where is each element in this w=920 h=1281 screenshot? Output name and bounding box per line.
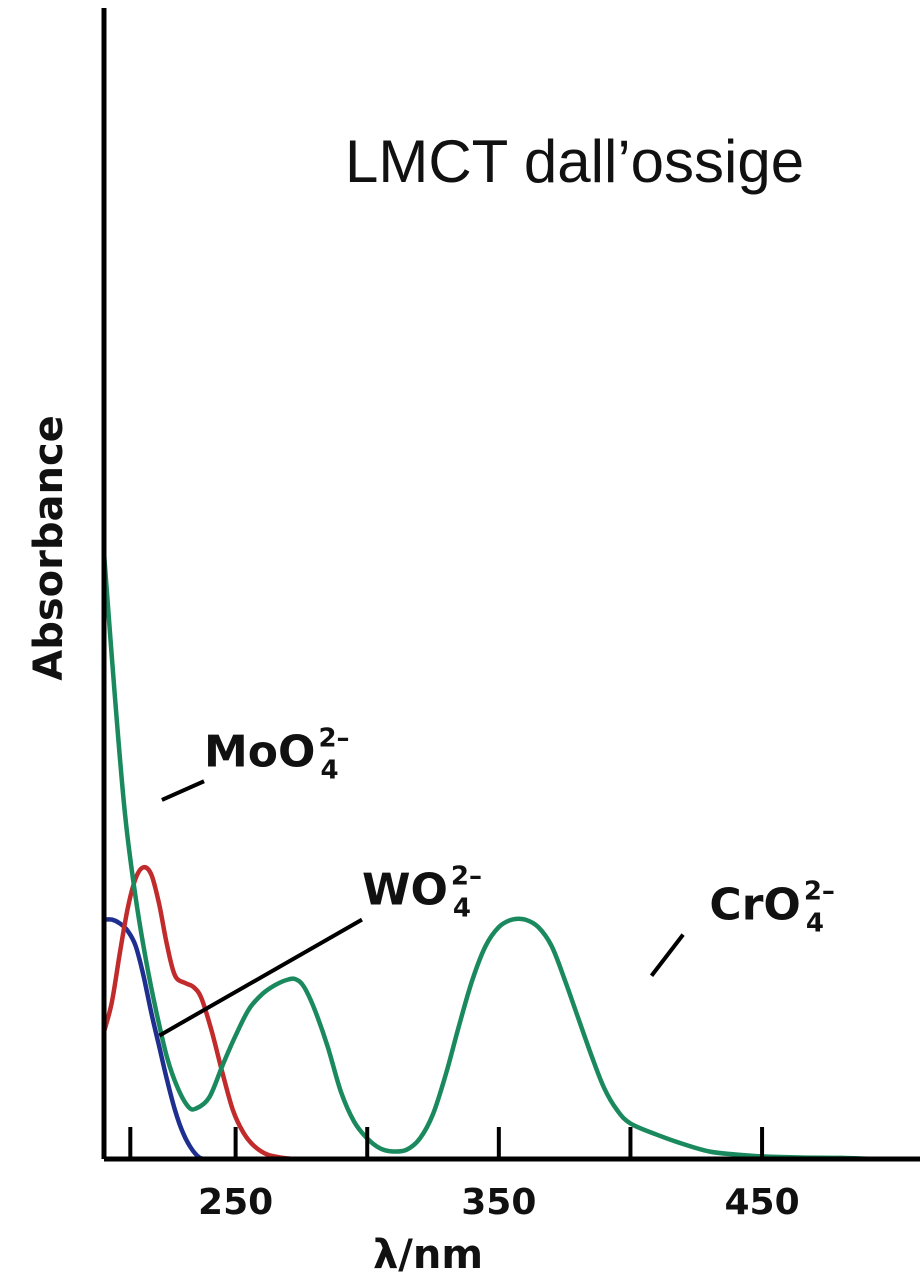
series-line-moo: [101, 864, 296, 1162]
series-leader-lines: [158, 779, 685, 1038]
series-line-cro: [101, 550, 920, 1162]
series-label-cro: CrO 2–4: [709, 877, 835, 939]
svg-text:4: 4: [806, 909, 824, 939]
x-axis-ticks: [128, 1127, 765, 1161]
svg-text:CrO: CrO: [709, 880, 800, 931]
svg-text:2–: 2–: [451, 862, 482, 892]
series-label-moo: MoO 2–4: [204, 723, 350, 785]
svg-text:2–: 2–: [804, 877, 835, 907]
x-tick-label-350: 350: [461, 1182, 536, 1223]
y-axis-label: Absorbance: [26, 415, 72, 681]
svg-text:WO: WO: [362, 865, 448, 916]
series-curves: [101, 550, 920, 1162]
svg-text:MoO: MoO: [204, 726, 315, 777]
svg-text:4: 4: [453, 894, 471, 924]
x-axis-label: λ/nm: [373, 1232, 483, 1278]
svg-text:4: 4: [320, 755, 338, 785]
x-axis-tick-labels: 250 350 450: [198, 1182, 800, 1223]
x-tick-label-250: 250: [198, 1182, 273, 1223]
leader-cro: [649, 933, 685, 977]
svg-text:2–: 2–: [318, 723, 349, 753]
x-tick-label-450: 450: [724, 1182, 799, 1223]
chart-title: LMCT dall’ossige: [345, 128, 804, 195]
series-line-wo: [101, 917, 207, 1162]
leader-wo: [158, 917, 363, 1038]
series-label-wo: WO 2–4: [362, 862, 482, 924]
leader-moo: [161, 779, 205, 802]
